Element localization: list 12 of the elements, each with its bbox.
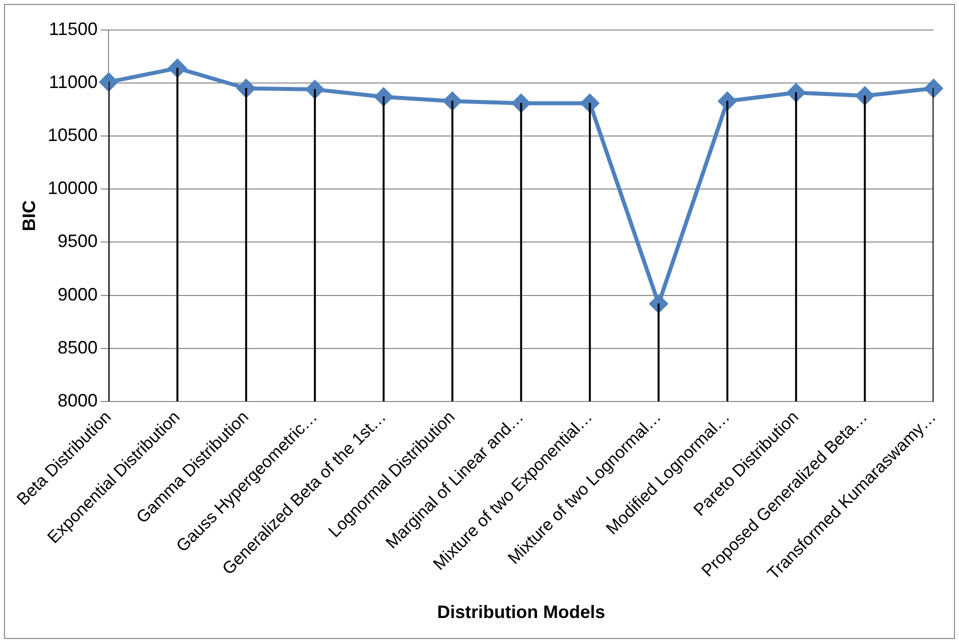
y-tick-label: 10000 [48, 178, 98, 198]
x-axis-title: Distribution Models [437, 602, 606, 622]
point [100, 73, 118, 91]
y-axis-title: BIC [18, 200, 39, 232]
y-tick-label: 11000 [48, 72, 98, 92]
y-tick-label: 8500 [58, 337, 98, 358]
y-tick-label: 9500 [58, 231, 98, 252]
point [924, 79, 943, 98]
y-tick-label: 10500 [48, 125, 98, 146]
y-tick-label: 8000 [58, 390, 98, 410]
y-tick-label: 11500 [48, 18, 98, 39]
y-tick-label: 9000 [58, 284, 98, 304]
